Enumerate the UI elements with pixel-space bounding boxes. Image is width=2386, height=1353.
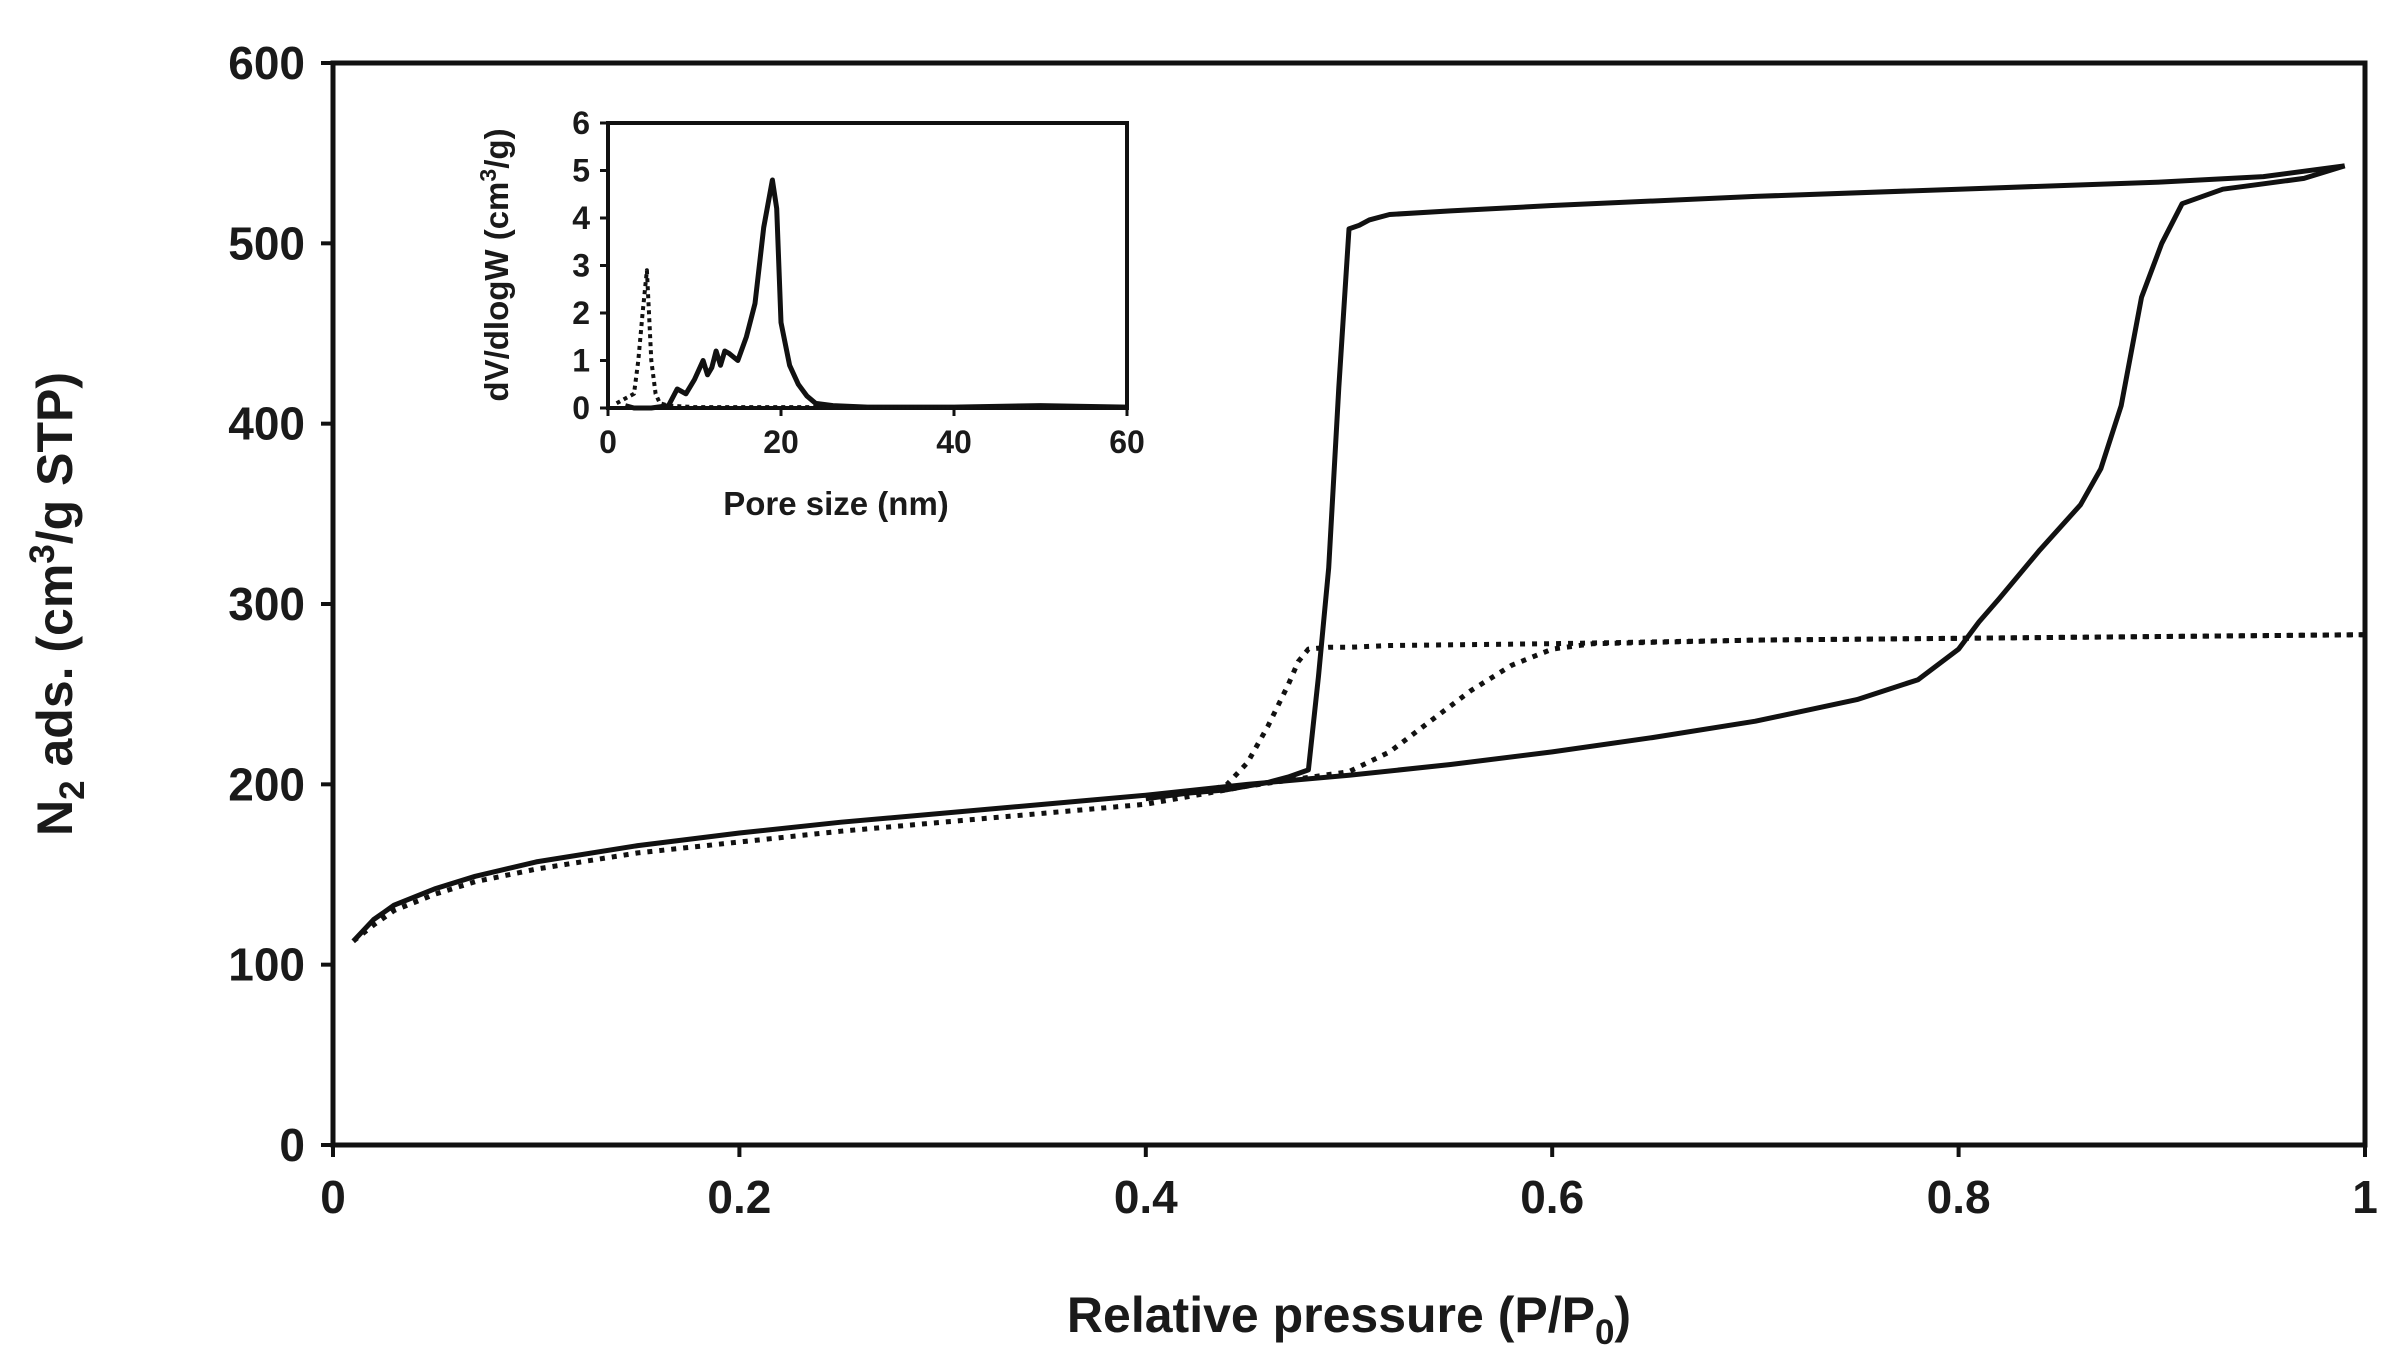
- inset-x-tick-label: 0: [599, 424, 617, 460]
- inset-plot-frame: [606, 121, 1129, 410]
- inset-y-axis-title: dV/dlogW (cm3/g): [475, 128, 515, 401]
- main-series-solid-adsorption: [351, 163, 2346, 943]
- inset-x-tick-label: 20: [763, 424, 799, 460]
- inset-x-axis-title: Pore size (nm): [723, 485, 949, 522]
- main-x-tick-label: 0: [320, 1171, 346, 1223]
- inset-y-tick-label: 2: [572, 295, 590, 331]
- inset-x-tick-label: 40: [936, 424, 972, 460]
- main-y-tick-label: 0: [279, 1119, 305, 1171]
- main-x-tick-label: 0.2: [707, 1171, 771, 1223]
- inset-y-tick-label: 0: [572, 390, 590, 426]
- main-y-tick-label: 500: [228, 217, 305, 269]
- main-series-dotted-adsorption: [351, 632, 2366, 944]
- inset-series-dotted-psd: [615, 268, 1127, 410]
- main-y-tick-label: 600: [228, 37, 305, 89]
- main-x-tick-label: 0.6: [1520, 1171, 1584, 1223]
- inset-y-tick-label: 1: [572, 343, 590, 379]
- inset-tick-group: 0 20 40 60 0 1 2 3 4 5 6: [572, 105, 1145, 460]
- main-x-tick-label: 0.8: [1927, 1171, 1991, 1223]
- inset-y-tick-label: 6: [572, 105, 590, 141]
- inset-x-tick-label: 60: [1109, 424, 1145, 460]
- y-axis-title: N2 ads. (cm3/g STP): [23, 372, 92, 836]
- x-axis-title: Relative pressure (P/P0): [1067, 1287, 1631, 1352]
- inset-y-tick-label: 3: [572, 248, 590, 284]
- main-series-solid-desorption: [1145, 163, 2346, 802]
- main-y-tick-label: 300: [228, 578, 305, 630]
- main-series-dotted-desorption: [1205, 632, 2366, 794]
- inset-series-group: [615, 177, 1128, 411]
- main-series-group: [351, 163, 2366, 944]
- main-y-tick-label: 100: [228, 939, 305, 991]
- main-x-tick-label: 1: [2352, 1171, 2378, 1223]
- main-y-tick-label: 400: [228, 398, 305, 450]
- inset-y-tick-label: 4: [572, 200, 590, 236]
- inset-y-tick-label: 5: [572, 153, 590, 189]
- main-y-tick-label: 200: [228, 758, 305, 810]
- inset-series-solid-psd: [624, 177, 1128, 411]
- main-x-tick-label: 0.4: [1114, 1171, 1178, 1223]
